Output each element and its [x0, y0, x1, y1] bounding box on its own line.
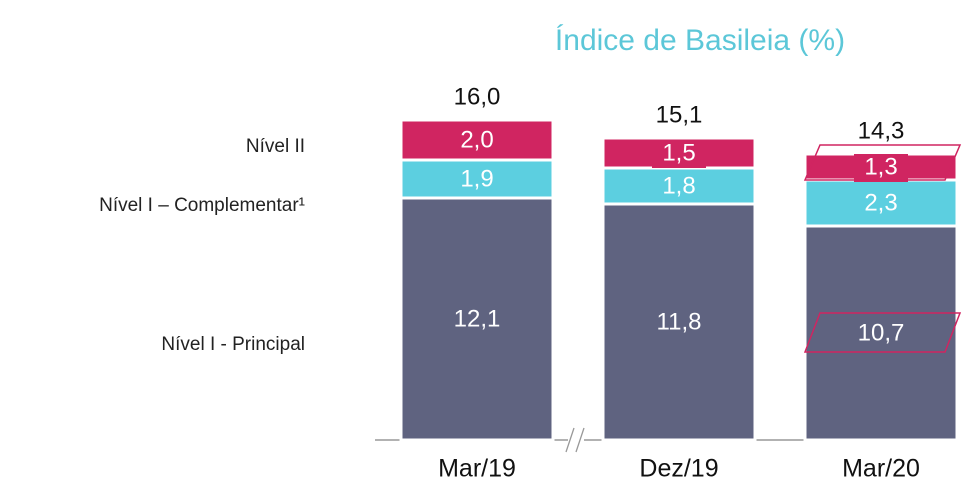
total-label: 16,0	[454, 83, 501, 110]
label-bg	[854, 154, 908, 182]
value-label: 1,8	[662, 172, 695, 199]
label-bg	[854, 190, 908, 218]
value-label: 1,3	[864, 153, 897, 180]
x-tick-label: Dez/19	[639, 455, 718, 483]
value-label: 2,0	[460, 126, 493, 153]
legend-label: Nível I - Principal	[161, 334, 305, 355]
value-label: 2,3	[864, 189, 897, 216]
value-label: 1,5	[662, 139, 695, 166]
total-label: 15,1	[656, 101, 703, 128]
total-label: 14,3	[858, 117, 905, 144]
label-bg	[652, 140, 706, 168]
value-label: 11,8	[657, 308, 702, 335]
value-label: 1,9	[460, 165, 493, 192]
legend-label: Nível I – Complementar¹	[99, 195, 305, 216]
value-label: 12,1	[454, 305, 501, 332]
bar-segment	[601, 202, 757, 442]
value-label: 10,7	[858, 319, 905, 346]
label-bg	[450, 127, 504, 155]
legend-label: Nível II	[246, 136, 305, 157]
x-tick-label: Mar/19	[438, 455, 516, 483]
label-bg	[652, 173, 706, 201]
label-bg	[450, 166, 504, 194]
axis-break	[565, 427, 585, 453]
bar-segment	[803, 224, 959, 442]
x-tick-label: Mar/20	[842, 455, 920, 483]
highlight	[803, 312, 962, 353]
highlight	[803, 144, 962, 181]
bar-segment	[399, 196, 555, 442]
chart-title: Índice de Basileia (%)	[555, 24, 845, 57]
